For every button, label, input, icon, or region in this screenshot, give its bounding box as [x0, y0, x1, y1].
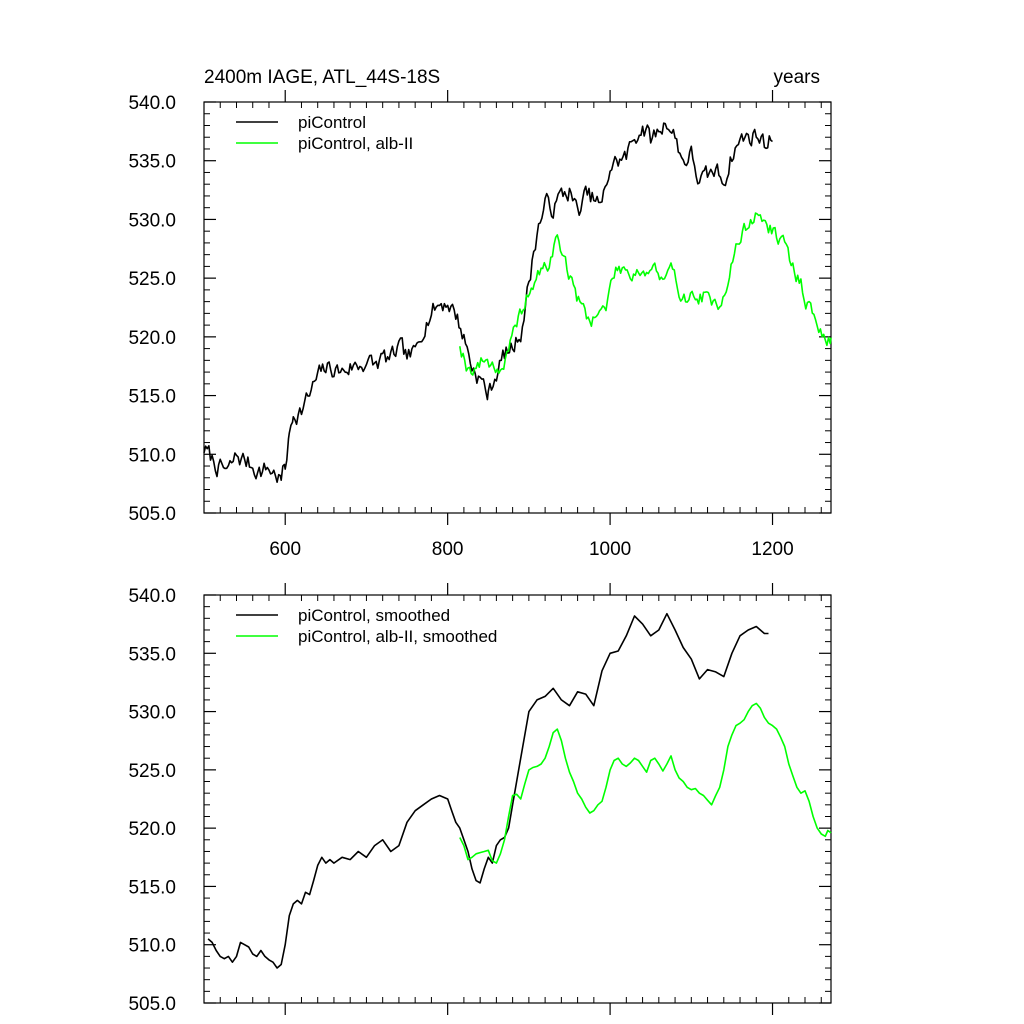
x-tick-label: 1000 [589, 539, 631, 560]
y-tick-label: 530.0 [128, 210, 176, 231]
units-label: years [774, 67, 820, 88]
x-tick-label: 600 [269, 539, 301, 560]
legend-label: piControl, smoothed [298, 606, 450, 625]
y-tick-label: 525.0 [128, 269, 176, 290]
y-tick-label: 540.0 [128, 586, 176, 607]
series-line-alb-ii [459, 212, 832, 376]
y-tick-label: 535.0 [128, 152, 176, 173]
y-tick-label: 510.0 [128, 445, 176, 466]
plot-frame [203, 101, 832, 514]
y-tick-label: 515.0 [128, 877, 176, 898]
series-line-alb-ii [459, 702, 832, 864]
y-tick-label: 540.0 [128, 93, 176, 114]
y-tick-label: 530.0 [128, 703, 176, 724]
y-tick-label: 515.0 [128, 387, 176, 408]
legend-label: piControl [298, 113, 366, 132]
legend-label: piControl, alb-II, smoothed [298, 627, 497, 646]
y-tick-label: 520.0 [128, 819, 176, 840]
y-tick-label: 510.0 [128, 936, 176, 957]
x-tick-label: 1200 [751, 539, 793, 560]
chart-title: 2400m IAGE, ATL_44S-18S [204, 67, 440, 88]
y-tick-label: 520.0 [128, 328, 176, 349]
y-tick-label: 505.0 [128, 504, 176, 525]
x-tick-label: 800 [432, 539, 464, 560]
y-tick-label: 505.0 [128, 994, 176, 1015]
smoothed-panel: 505.0 510.0 515.0 520.0 525.0 530.0 535.0 540.0… [128, 583, 832, 1015]
raw-panel: 600 800 1000 1200 505.0 510.0 515.0 520.0 525.0 5… [128, 90, 832, 560]
plot-frame [203, 594, 832, 1004]
series-line-picontrol [203, 122, 773, 484]
y-tick-label: 535.0 [128, 644, 176, 665]
y-tick-label: 525.0 [128, 761, 176, 782]
legend-label: piControl, alb-II [298, 134, 413, 153]
series-line-picontrol [207, 612, 769, 969]
